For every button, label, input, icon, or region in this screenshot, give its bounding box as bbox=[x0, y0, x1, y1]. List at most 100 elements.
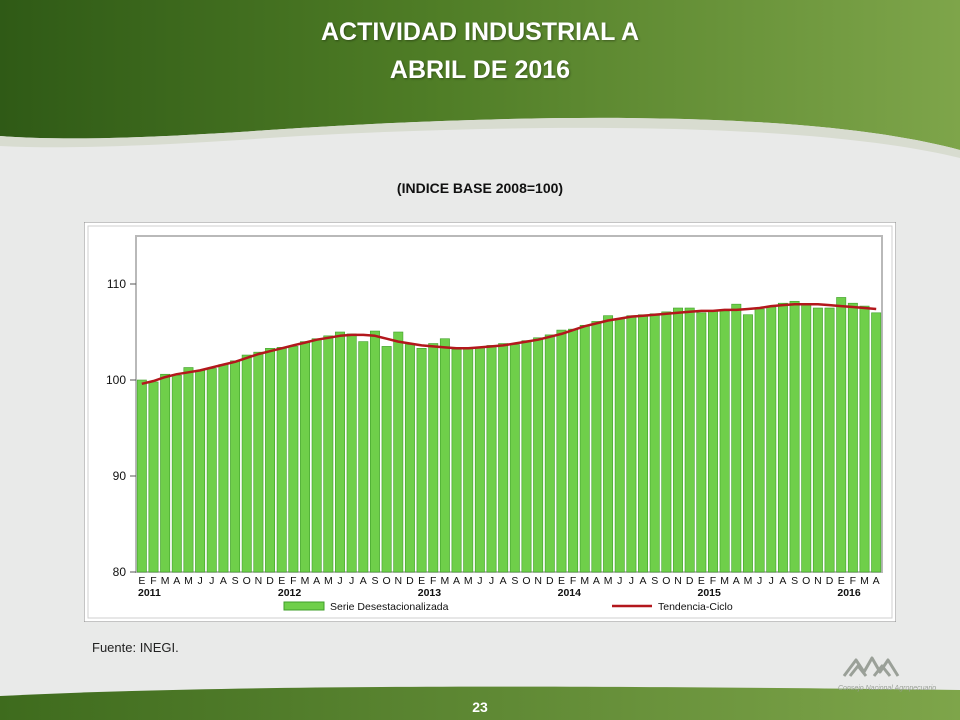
bar bbox=[789, 300, 800, 573]
bar bbox=[463, 348, 474, 573]
bar bbox=[358, 341, 369, 573]
bar bbox=[218, 364, 229, 573]
bar bbox=[439, 338, 450, 573]
bar bbox=[416, 348, 427, 573]
x-month-label: A bbox=[873, 575, 880, 587]
bar bbox=[766, 306, 777, 573]
bar bbox=[276, 347, 287, 573]
page-number: 23 bbox=[472, 699, 488, 715]
y-tick-label: 90 bbox=[113, 469, 127, 483]
bar bbox=[579, 324, 590, 573]
bar bbox=[731, 303, 742, 573]
bar bbox=[836, 297, 847, 573]
x-month-label: M bbox=[301, 575, 310, 587]
x-month-label: J bbox=[337, 575, 342, 587]
x-month-label: S bbox=[232, 575, 239, 587]
bar bbox=[369, 330, 380, 573]
bar bbox=[241, 354, 252, 573]
bar bbox=[591, 321, 602, 573]
x-month-label: O bbox=[383, 575, 391, 587]
bar bbox=[300, 341, 310, 573]
x-year-label: 2011 bbox=[138, 587, 161, 599]
x-year-label: 2012 bbox=[278, 587, 302, 599]
bar bbox=[230, 360, 241, 573]
bar bbox=[171, 374, 182, 573]
x-month-label: M bbox=[441, 575, 450, 587]
x-month-label: A bbox=[500, 575, 507, 587]
bar bbox=[533, 337, 544, 573]
bar bbox=[148, 381, 159, 573]
x-month-label: F bbox=[570, 575, 576, 587]
x-month-label: D bbox=[266, 575, 274, 587]
x-month-label: J bbox=[489, 575, 494, 587]
bar bbox=[638, 314, 649, 573]
slide-title-line1: ACTIVIDAD INDUSTRIAL A bbox=[320, 18, 640, 46]
x-year-label: 2013 bbox=[418, 587, 442, 599]
bar bbox=[183, 367, 194, 573]
x-month-label: J bbox=[197, 575, 202, 587]
bar bbox=[614, 318, 625, 573]
bar bbox=[509, 344, 520, 573]
x-month-label: A bbox=[640, 575, 647, 587]
x-month-label: A bbox=[360, 575, 367, 587]
slide-title-line2: ABRIL DE 2016 bbox=[389, 56, 571, 84]
x-month-label: M bbox=[744, 575, 753, 587]
cna-logo: Consejo Nacional Agropecuario bbox=[838, 656, 936, 692]
x-month-label: F bbox=[710, 575, 716, 587]
x-month-label: F bbox=[430, 575, 436, 587]
x-month-label: E bbox=[418, 575, 425, 587]
bar bbox=[556, 329, 567, 573]
bar bbox=[812, 307, 823, 573]
x-month-label: N bbox=[394, 575, 402, 587]
bar bbox=[684, 307, 695, 573]
x-month-label: J bbox=[629, 575, 634, 587]
bar bbox=[311, 338, 322, 573]
bar bbox=[696, 312, 707, 573]
bar bbox=[859, 305, 870, 573]
x-month-label: E bbox=[278, 575, 285, 587]
x-month-label: F bbox=[150, 575, 156, 587]
legend-bar-swatch bbox=[283, 601, 325, 611]
bar bbox=[777, 302, 788, 573]
bar bbox=[451, 348, 462, 573]
x-year-label: 2014 bbox=[558, 587, 582, 599]
bar bbox=[381, 346, 392, 573]
logo-text: Consejo Nacional Agropecuario bbox=[838, 685, 936, 692]
bar bbox=[847, 302, 858, 573]
legend-label-line: Tendencia-Ciclo bbox=[658, 601, 733, 613]
x-month-label: A bbox=[453, 575, 460, 587]
bar bbox=[265, 348, 276, 573]
x-year-label: 2016 bbox=[837, 587, 861, 599]
x-month-label: F bbox=[850, 575, 856, 587]
x-month-label: S bbox=[791, 575, 798, 587]
x-month-label: A bbox=[779, 575, 786, 587]
x-month-label: J bbox=[209, 575, 214, 587]
x-month-label: E bbox=[838, 575, 845, 587]
chart-subtitle: (INDICE BASE 2008=100) bbox=[396, 180, 564, 196]
bar bbox=[253, 351, 264, 573]
x-month-label: M bbox=[720, 575, 729, 587]
x-month-label: O bbox=[522, 575, 530, 587]
x-month-label: J bbox=[477, 575, 482, 587]
bar bbox=[719, 310, 730, 573]
y-tick-label: 110 bbox=[107, 277, 126, 291]
x-month-label: N bbox=[255, 575, 263, 587]
bar bbox=[195, 370, 206, 573]
x-month-label: O bbox=[243, 575, 251, 587]
bar bbox=[754, 308, 765, 573]
x-month-label: E bbox=[138, 575, 145, 587]
x-month-label: D bbox=[686, 575, 694, 587]
bar bbox=[160, 373, 171, 573]
x-year-label: 2015 bbox=[698, 587, 722, 599]
bar bbox=[486, 345, 497, 573]
x-month-label: S bbox=[511, 575, 518, 587]
bar bbox=[288, 346, 299, 573]
bar bbox=[404, 344, 415, 573]
bar bbox=[742, 314, 753, 573]
x-month-label: A bbox=[733, 575, 740, 587]
x-month-label: A bbox=[593, 575, 600, 587]
x-month-label: J bbox=[757, 575, 762, 587]
trend-line bbox=[141, 302, 877, 386]
x-month-label: M bbox=[580, 575, 589, 587]
